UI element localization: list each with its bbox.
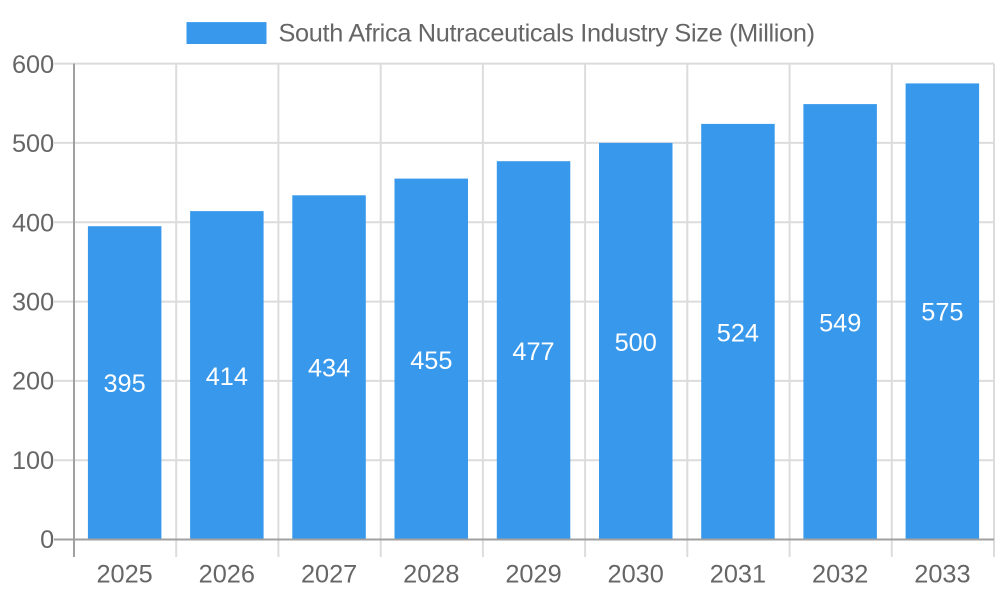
svg-text:500: 500	[615, 329, 657, 357]
svg-text:395: 395	[103, 370, 145, 398]
svg-text:414: 414	[206, 363, 248, 391]
svg-text:2033: 2033	[914, 560, 970, 588]
svg-text:2028: 2028	[403, 560, 459, 588]
svg-text:455: 455	[410, 347, 452, 375]
svg-text:400: 400	[12, 209, 54, 237]
svg-text:2026: 2026	[199, 560, 255, 588]
svg-text:575: 575	[921, 299, 963, 327]
svg-text:2031: 2031	[710, 560, 766, 588]
svg-text:524: 524	[717, 320, 759, 348]
svg-text:2032: 2032	[812, 560, 868, 588]
svg-text:300: 300	[12, 289, 54, 317]
svg-text:2029: 2029	[505, 560, 561, 588]
svg-text:500: 500	[12, 130, 54, 158]
svg-text:600: 600	[12, 51, 54, 79]
svg-text:200: 200	[12, 368, 54, 396]
svg-text:100: 100	[12, 447, 54, 475]
svg-text:2025: 2025	[96, 560, 152, 588]
svg-text:434: 434	[308, 354, 350, 382]
svg-text:0: 0	[40, 526, 54, 554]
svg-text:477: 477	[512, 338, 554, 366]
svg-text:2027: 2027	[301, 560, 357, 588]
svg-text:South Africa Nutraceuticals In: South Africa Nutraceuticals Industry Siz…	[279, 20, 815, 48]
svg-text:2030: 2030	[608, 560, 664, 588]
svg-text:549: 549	[819, 310, 861, 338]
